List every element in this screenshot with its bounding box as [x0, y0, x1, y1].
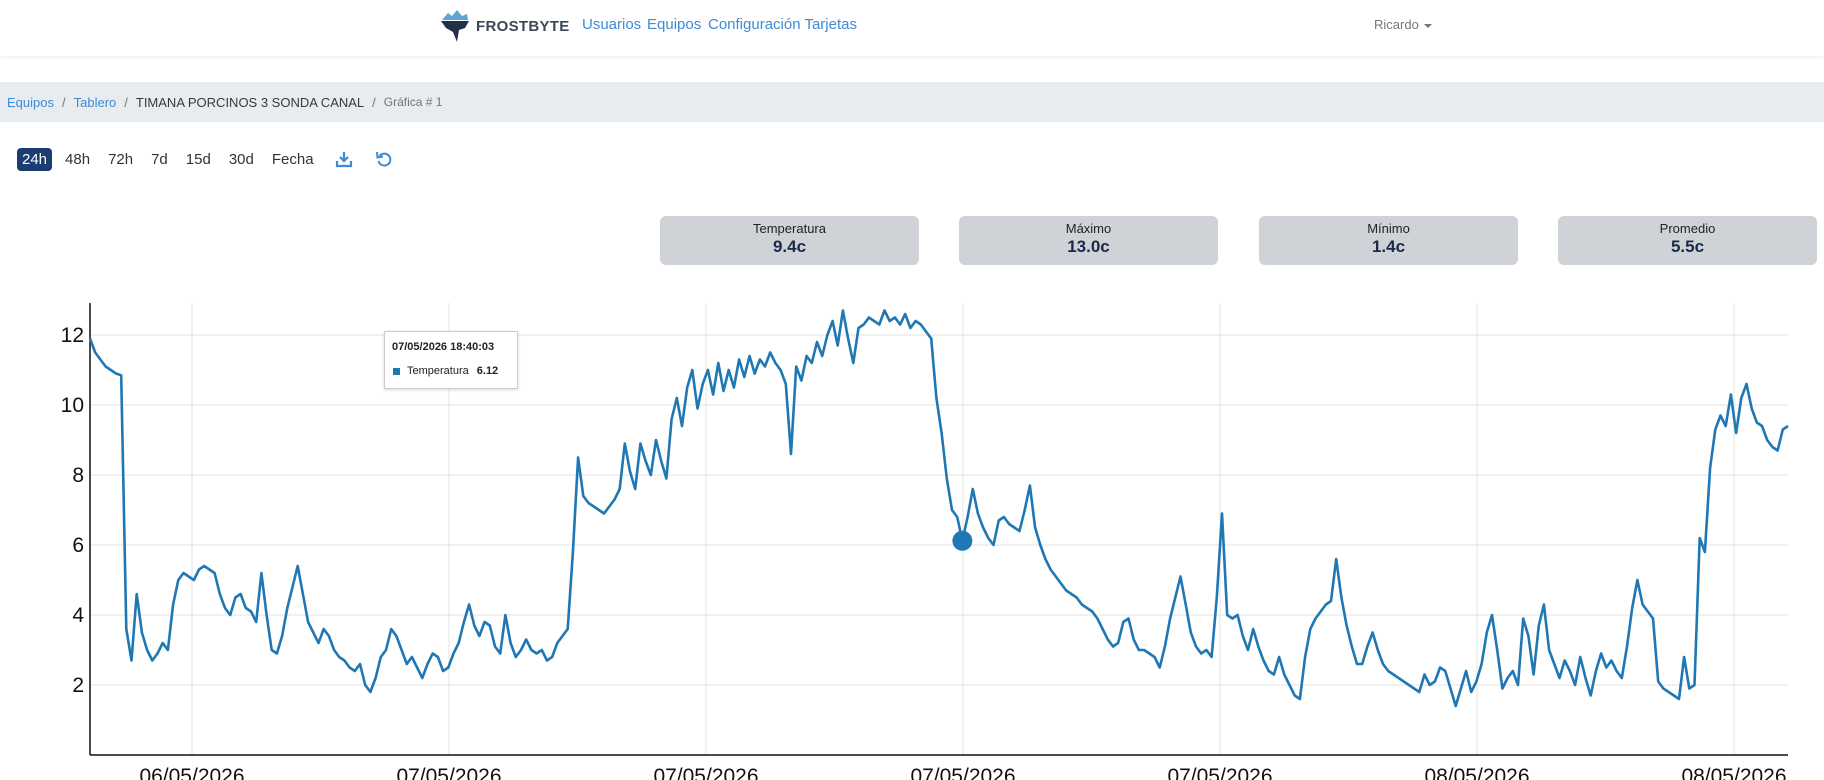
tooltip-title: 07/05/2026 18:40:03	[392, 341, 495, 353]
tooltip-swatch	[393, 367, 400, 375]
y-tick-label: 10	[61, 394, 84, 417]
y-tick-label: 12	[61, 324, 84, 347]
top-navbar: FROSTBYTE Usuarios Equipos Configuración…	[0, 0, 1824, 56]
range-selector: 24h 48h 72h 7d 15d 30d Fecha	[17, 148, 407, 171]
stat-label: Mínimo	[1367, 221, 1410, 236]
chart-svg[interactable]: 2 4 6 8 10 12 06/05/2026 07/05/2026 07/05/2026 07…	[0, 280, 1824, 780]
range-72h-button[interactable]: 72h	[108, 151, 134, 168]
breadcrumb-equipos[interactable]: Equipos	[7, 94, 54, 110]
chevron-down-icon	[1423, 23, 1432, 28]
breadcrumb-tablero[interactable]: Tablero	[73, 94, 117, 110]
stat-value: 13.0c	[1067, 237, 1110, 256]
stat-card-temperatura: Temperatura 9.4c	[660, 216, 919, 265]
range-30d-button[interactable]: 30d	[228, 151, 254, 168]
breadcrumb-separator: /	[124, 94, 128, 110]
stat-label: Máximo	[1065, 221, 1112, 236]
chart-tooltip: 07/05/2026 18:40:03 Temperatura 6.12	[384, 331, 518, 389]
range-15d-button[interactable]: 15d	[185, 151, 211, 168]
stat-label: Temperatura	[753, 221, 826, 236]
x-tick-label: 06/05/2026	[139, 765, 244, 780]
stat-card-maximo: Máximo 13.0c	[959, 216, 1218, 265]
temperature-series-line	[88, 309, 1789, 708]
range-7d-button[interactable]: 7d	[151, 151, 168, 168]
tooltip-series: Temperatura	[407, 365, 469, 377]
nav-configuracion-tarjetas[interactable]: Configuración Tarjetas	[708, 16, 857, 33]
download-icon[interactable]	[335, 150, 355, 170]
stat-card-minimo: Mínimo 1.4c	[1259, 216, 1518, 265]
x-tick-label: 07/05/2026	[653, 765, 758, 780]
brand-name: FROSTBYTE	[476, 17, 570, 35]
range-24h-button[interactable]: 24h	[17, 148, 53, 171]
user-name: Ricardo	[1374, 17, 1419, 32]
x-tick-label: 07/05/2026	[910, 765, 1015, 780]
stat-value: 5.5c	[1670, 237, 1705, 256]
y-tick-label: 8	[72, 464, 84, 487]
x-tick-label: 08/05/2026	[1424, 765, 1529, 780]
undo-icon[interactable]	[375, 150, 395, 170]
breadcrumb: Equipos / Tablero / TIMANA PORCINOS 3 SO…	[0, 82, 1824, 122]
stat-value: 9.4c	[772, 237, 807, 256]
frostbyte-logo-icon	[441, 10, 469, 42]
highlighted-point	[952, 530, 973, 551]
temperature-chart[interactable]: 2 4 6 8 10 12 06/05/2026 07/05/2026 07/05/2026 07…	[0, 280, 1824, 780]
stat-card-promedio: Promedio 5.5c	[1558, 216, 1817, 265]
user-menu[interactable]: Ricardo	[1374, 17, 1432, 32]
x-tick-label: 07/05/2026	[1167, 765, 1272, 780]
brand[interactable]: FROSTBYTE	[440, 8, 570, 44]
x-tick-label: 08/05/2026	[1681, 765, 1786, 780]
range-48h-button[interactable]: 48h	[65, 151, 91, 168]
stat-label: Promedio	[1659, 221, 1716, 236]
breadcrumb-separator: /	[61, 94, 66, 110]
breadcrumb-device: TIMANA PORCINOS 3 SONDA CANAL	[135, 94, 365, 110]
tooltip-value: 6.12	[476, 365, 499, 377]
breadcrumb-current: Gráfica # 1	[383, 95, 443, 109]
stat-value: 1.4c	[1371, 237, 1406, 256]
nav-equipos[interactable]: Equipos	[647, 16, 702, 33]
y-tick-label: 4	[72, 604, 84, 627]
breadcrumb-separator: /	[372, 94, 376, 110]
nav-usuarios[interactable]: Usuarios	[582, 16, 642, 33]
range-fecha-button[interactable]: Fecha	[271, 151, 314, 168]
y-tick-label: 2	[72, 674, 84, 697]
x-tick-label: 07/05/2026	[396, 765, 501, 780]
y-tick-label: 6	[72, 534, 84, 557]
tooltip-row: Temperatura 6.12	[393, 365, 498, 377]
